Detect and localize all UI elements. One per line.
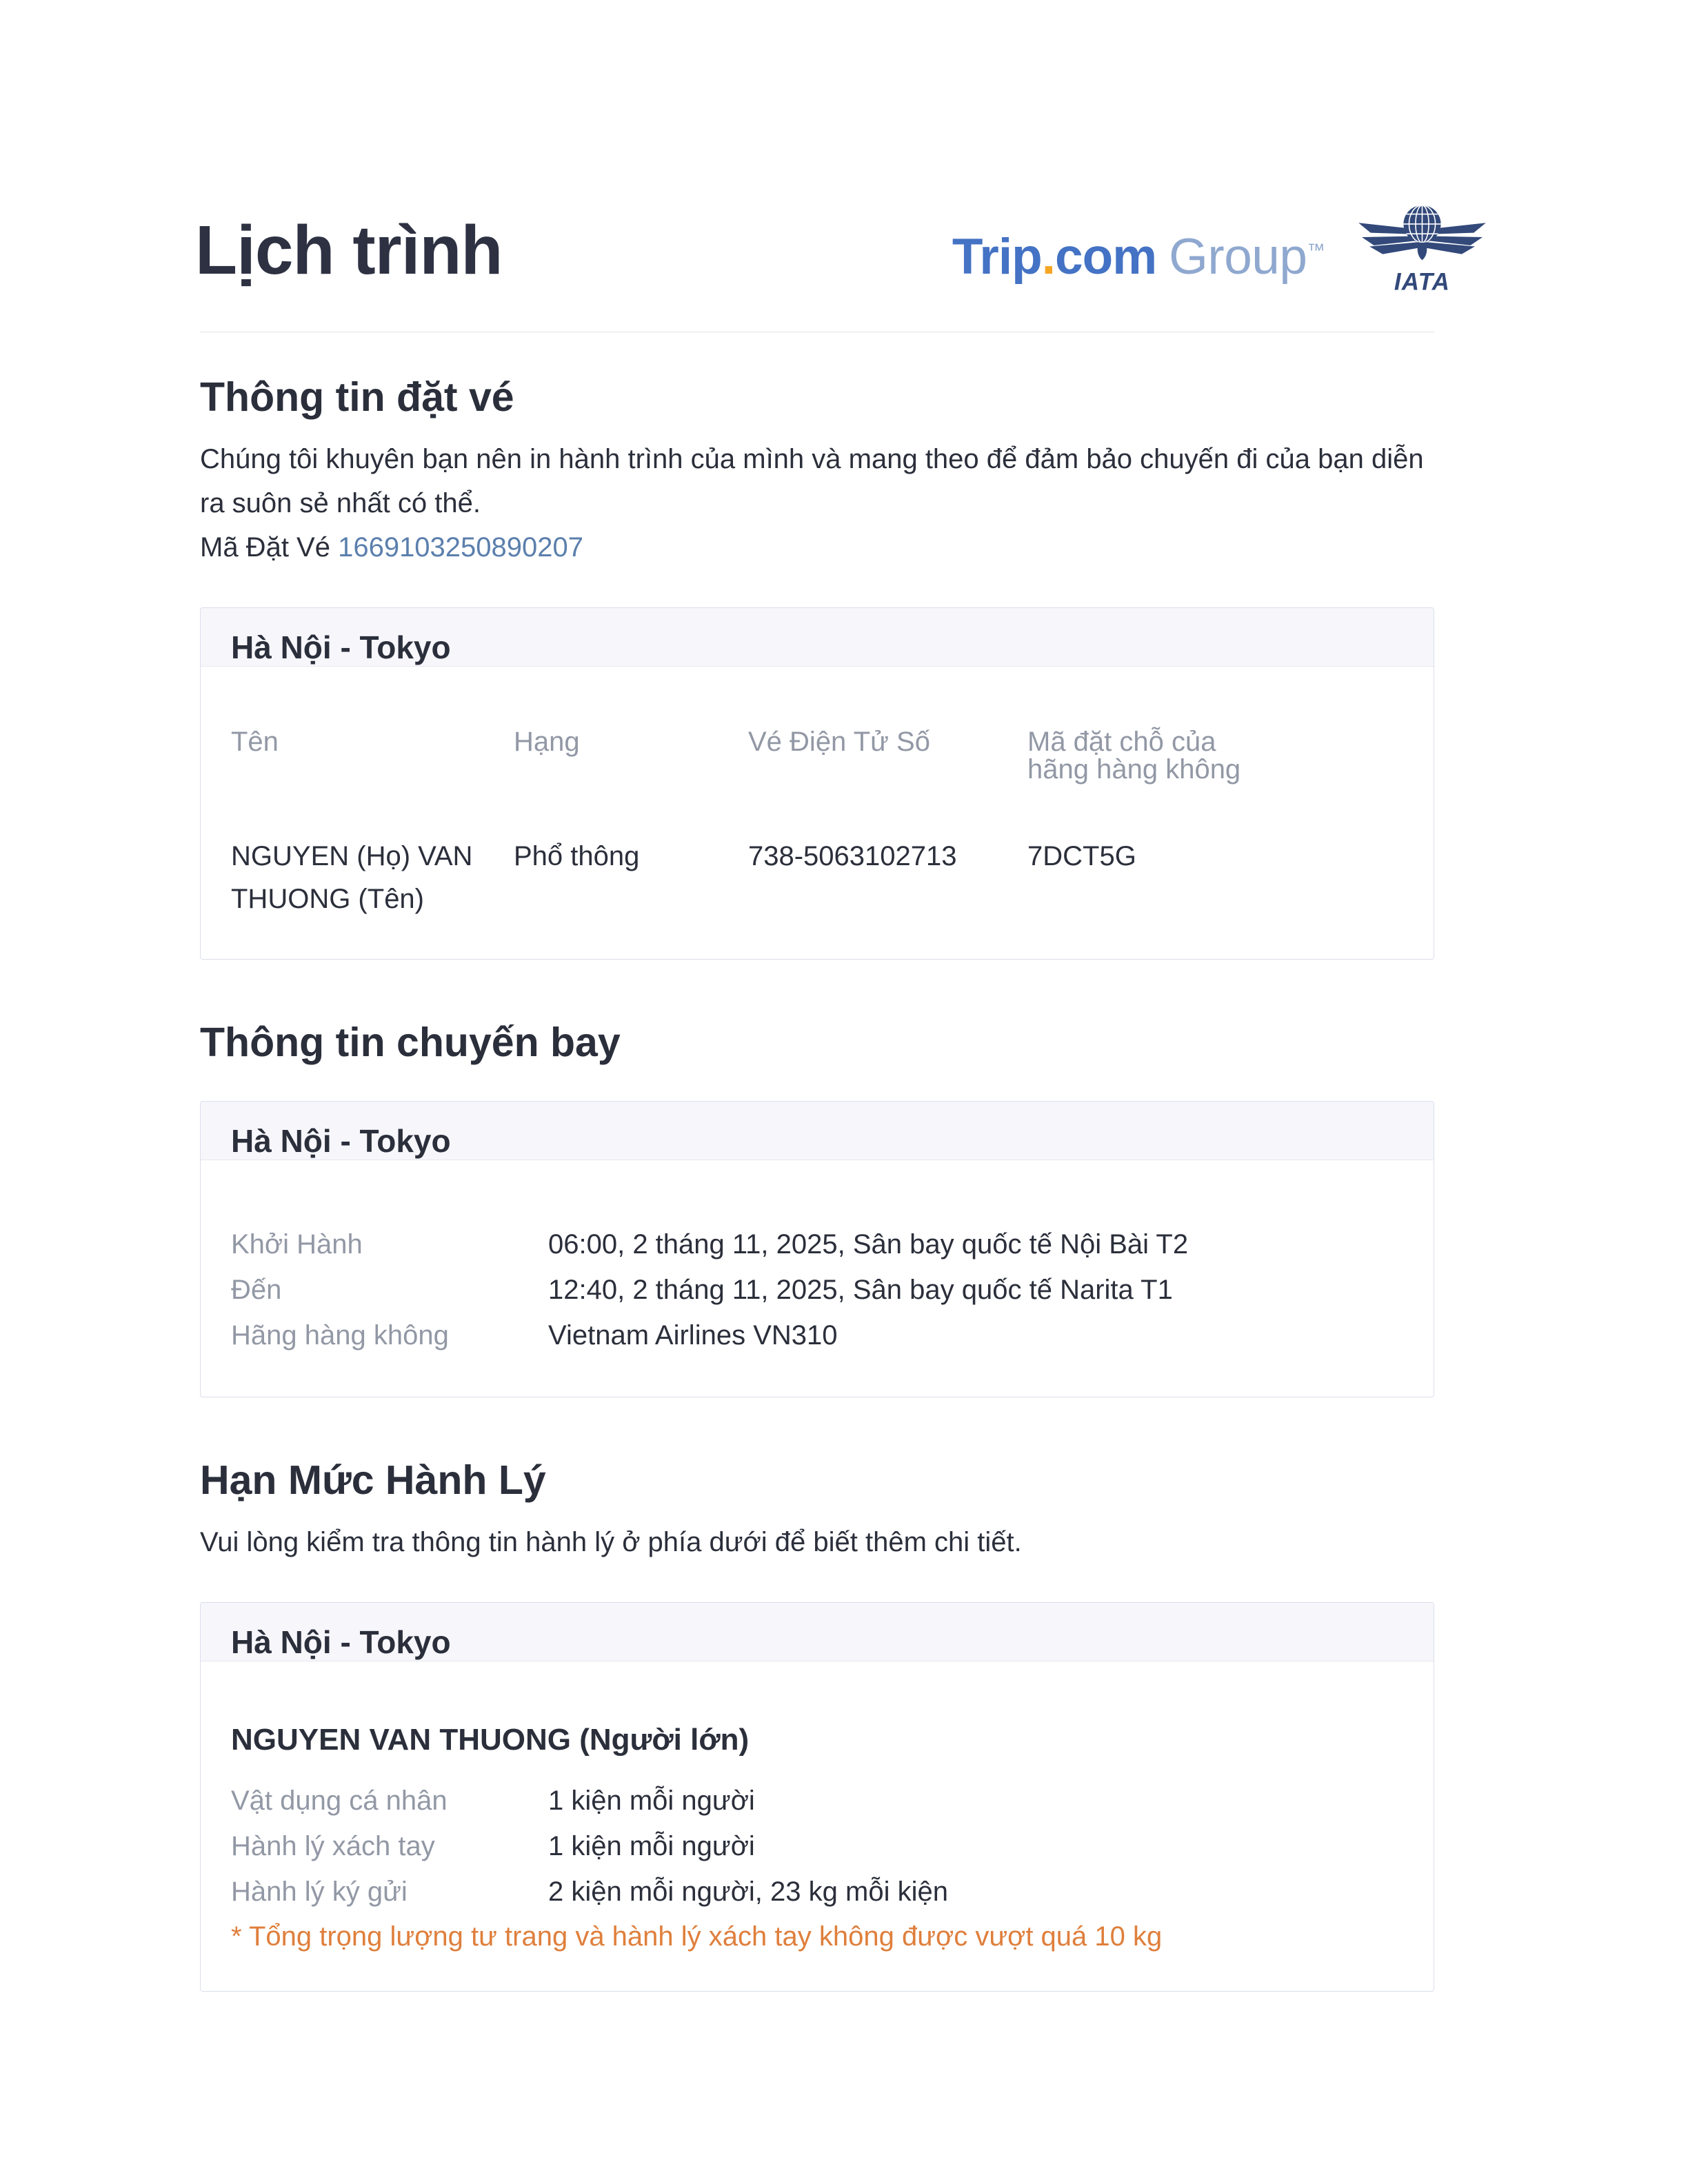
svg-text:IATA: IATA (1394, 268, 1450, 295)
